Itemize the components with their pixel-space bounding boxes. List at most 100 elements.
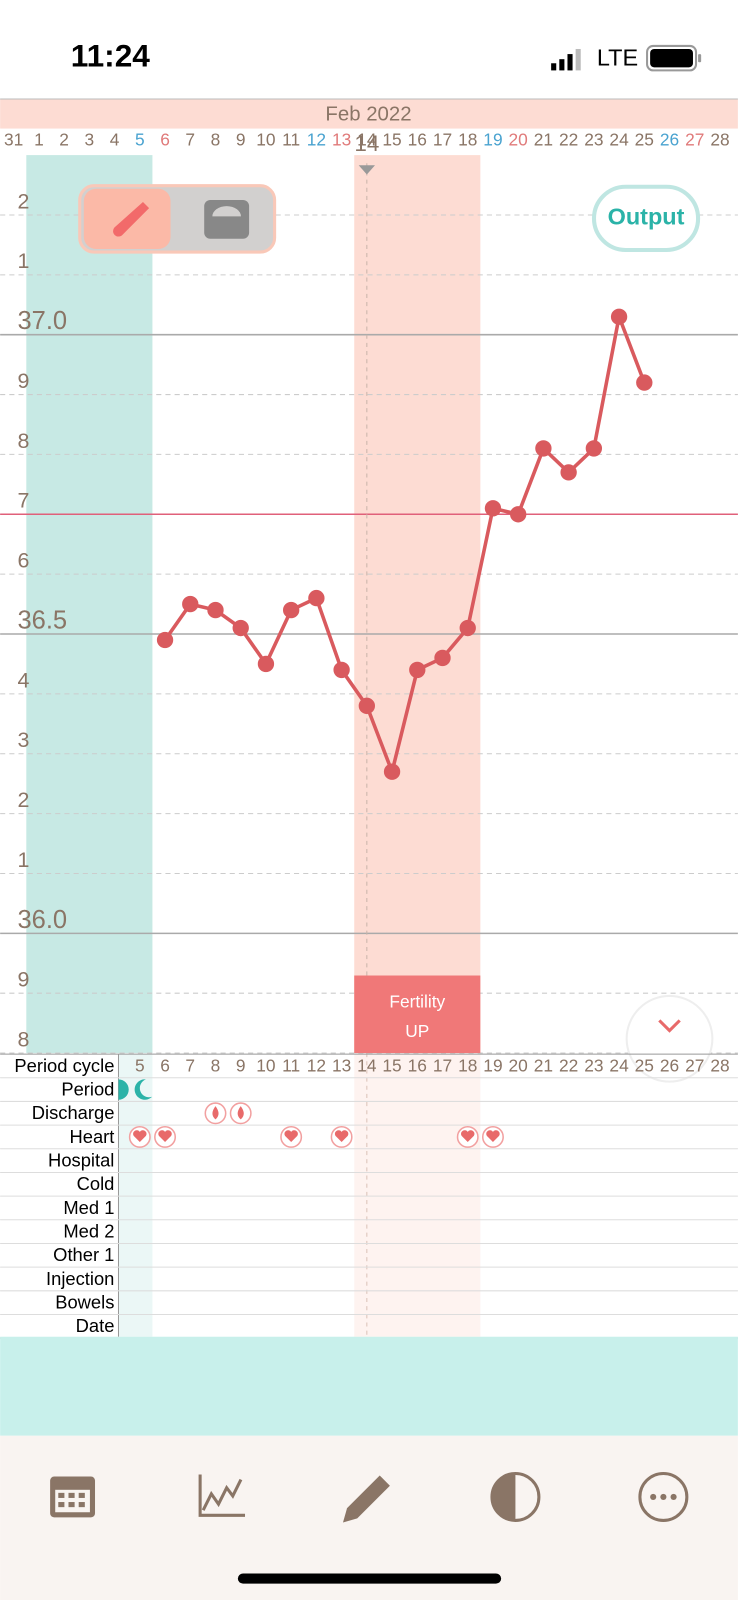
- day-label: 12: [307, 129, 326, 149]
- temperature-point: [610, 308, 628, 325]
- collapse-button[interactable]: [625, 994, 714, 1083]
- today-label: 14: [354, 131, 379, 156]
- status-bar: [0, 0, 738, 99]
- cycle-day: 7: [185, 1056, 195, 1076]
- day-label: 1: [34, 129, 44, 149]
- cycle-day: 12: [307, 1056, 326, 1076]
- tab-edit[interactable]: [342, 1475, 390, 1523]
- today-arrow: [358, 165, 375, 175]
- output-button[interactable]: Output: [591, 184, 701, 253]
- day-label: 15: [382, 129, 401, 149]
- tab-graph[interactable]: [198, 1474, 246, 1517]
- y-tick-label: 3: [17, 728, 29, 752]
- cycle-day: 19: [483, 1056, 502, 1076]
- day-label: 10: [256, 129, 275, 149]
- day-label: 13: [332, 129, 351, 149]
- event-row-label: Discharge: [32, 1102, 115, 1123]
- day-label: 17: [433, 129, 452, 149]
- toggle[interactable]: [78, 184, 277, 254]
- cycle-day: 23: [584, 1056, 603, 1076]
- cycle-day: 22: [559, 1056, 578, 1076]
- tab-more[interactable]: [638, 1471, 689, 1522]
- temperature-point: [434, 649, 451, 667]
- fertility-box: [354, 975, 481, 1054]
- temperature-point: [207, 601, 224, 619]
- clock: 11:24: [71, 38, 151, 74]
- cycle-day: 14: [357, 1056, 377, 1076]
- cycle-day: 15: [382, 1056, 401, 1076]
- heart-icon: [486, 1130, 500, 1143]
- home-indicator: [237, 1573, 502, 1584]
- cycle-day: 26: [660, 1056, 679, 1076]
- y-tick-label: 8: [17, 1027, 29, 1051]
- cycle-day: 9: [236, 1056, 246, 1076]
- event-row-label: Period: [61, 1078, 114, 1099]
- event-row-label: Injection: [46, 1268, 114, 1289]
- day-label: 14: [357, 129, 377, 149]
- output-label[interactable]: Output: [608, 204, 685, 230]
- y-tick-label: 36.5: [17, 607, 67, 635]
- day-label: 25: [635, 129, 654, 149]
- day-label: 3: [85, 129, 95, 149]
- day-label: 19: [483, 129, 502, 149]
- y-tick-label: 6: [17, 549, 29, 573]
- temperature-point: [156, 631, 174, 649]
- temperature-point: [308, 589, 325, 607]
- day-label: 11: [282, 129, 300, 149]
- day-label: 8: [211, 129, 221, 149]
- y-tick-label: 2: [17, 788, 29, 812]
- temperature-point: [409, 661, 426, 679]
- temperature-point: [585, 440, 603, 457]
- tab-bar: [0, 1435, 738, 1600]
- temperature-point: [232, 619, 249, 637]
- heart-icon: [460, 1130, 475, 1143]
- cycle-day: 17: [433, 1056, 452, 1076]
- fertility-label: Fertility: [389, 992, 445, 1012]
- day-label: 24: [609, 129, 629, 149]
- day-label: 22: [559, 129, 578, 149]
- cycle-day: 8: [211, 1056, 221, 1076]
- cycle-day: 21: [534, 1056, 553, 1076]
- period-icon: [118, 1079, 129, 1100]
- cycle-day: 11: [282, 1056, 300, 1076]
- cycle-day: 10: [256, 1056, 275, 1076]
- day-label: 21: [534, 129, 553, 149]
- cycle-day: 25: [635, 1056, 654, 1076]
- month-title: Feb 2022: [325, 104, 411, 126]
- cycle-day: 27: [685, 1056, 704, 1076]
- temperature-point: [283, 601, 300, 619]
- highlight-band: [354, 155, 481, 1054]
- tab-icons[interactable]: [50, 1471, 689, 1523]
- heart-icon: [158, 1130, 172, 1143]
- day-label: 16: [408, 129, 427, 149]
- temperature-point: [257, 655, 275, 673]
- day-label: 28: [710, 129, 729, 149]
- heart-icon: [334, 1130, 349, 1143]
- event-row-label: Bowels: [55, 1292, 114, 1313]
- discharge-icon: [237, 1106, 244, 1120]
- period-icon: [134, 1079, 153, 1100]
- heart-icon: [133, 1130, 147, 1143]
- day-label: 9: [236, 129, 246, 149]
- y-tick-label: 37.0: [17, 307, 67, 335]
- y-tick-label: 4: [17, 668, 29, 692]
- info-panel: [0, 1336, 738, 1436]
- highlight-band-light: [354, 1054, 481, 1337]
- day-label: 26: [660, 129, 679, 149]
- cycle-day: 5: [135, 1056, 145, 1076]
- temperature-point: [358, 697, 375, 715]
- event-row-label: Med 2: [63, 1220, 114, 1241]
- day-label: 2: [59, 129, 69, 149]
- event-row-label: Period cycle: [14, 1055, 114, 1076]
- temperature-point: [333, 661, 350, 679]
- y-tick-label: 1: [17, 848, 29, 872]
- tab-calendar[interactable]: [50, 1476, 96, 1518]
- cycle-day: 13: [332, 1056, 351, 1076]
- y-tick-label: 7: [17, 489, 29, 513]
- fertility-label: UP: [405, 1021, 429, 1041]
- temperature-point: [560, 464, 577, 481]
- temperature-point: [636, 374, 653, 391]
- tab-cycle[interactable]: [490, 1471, 541, 1522]
